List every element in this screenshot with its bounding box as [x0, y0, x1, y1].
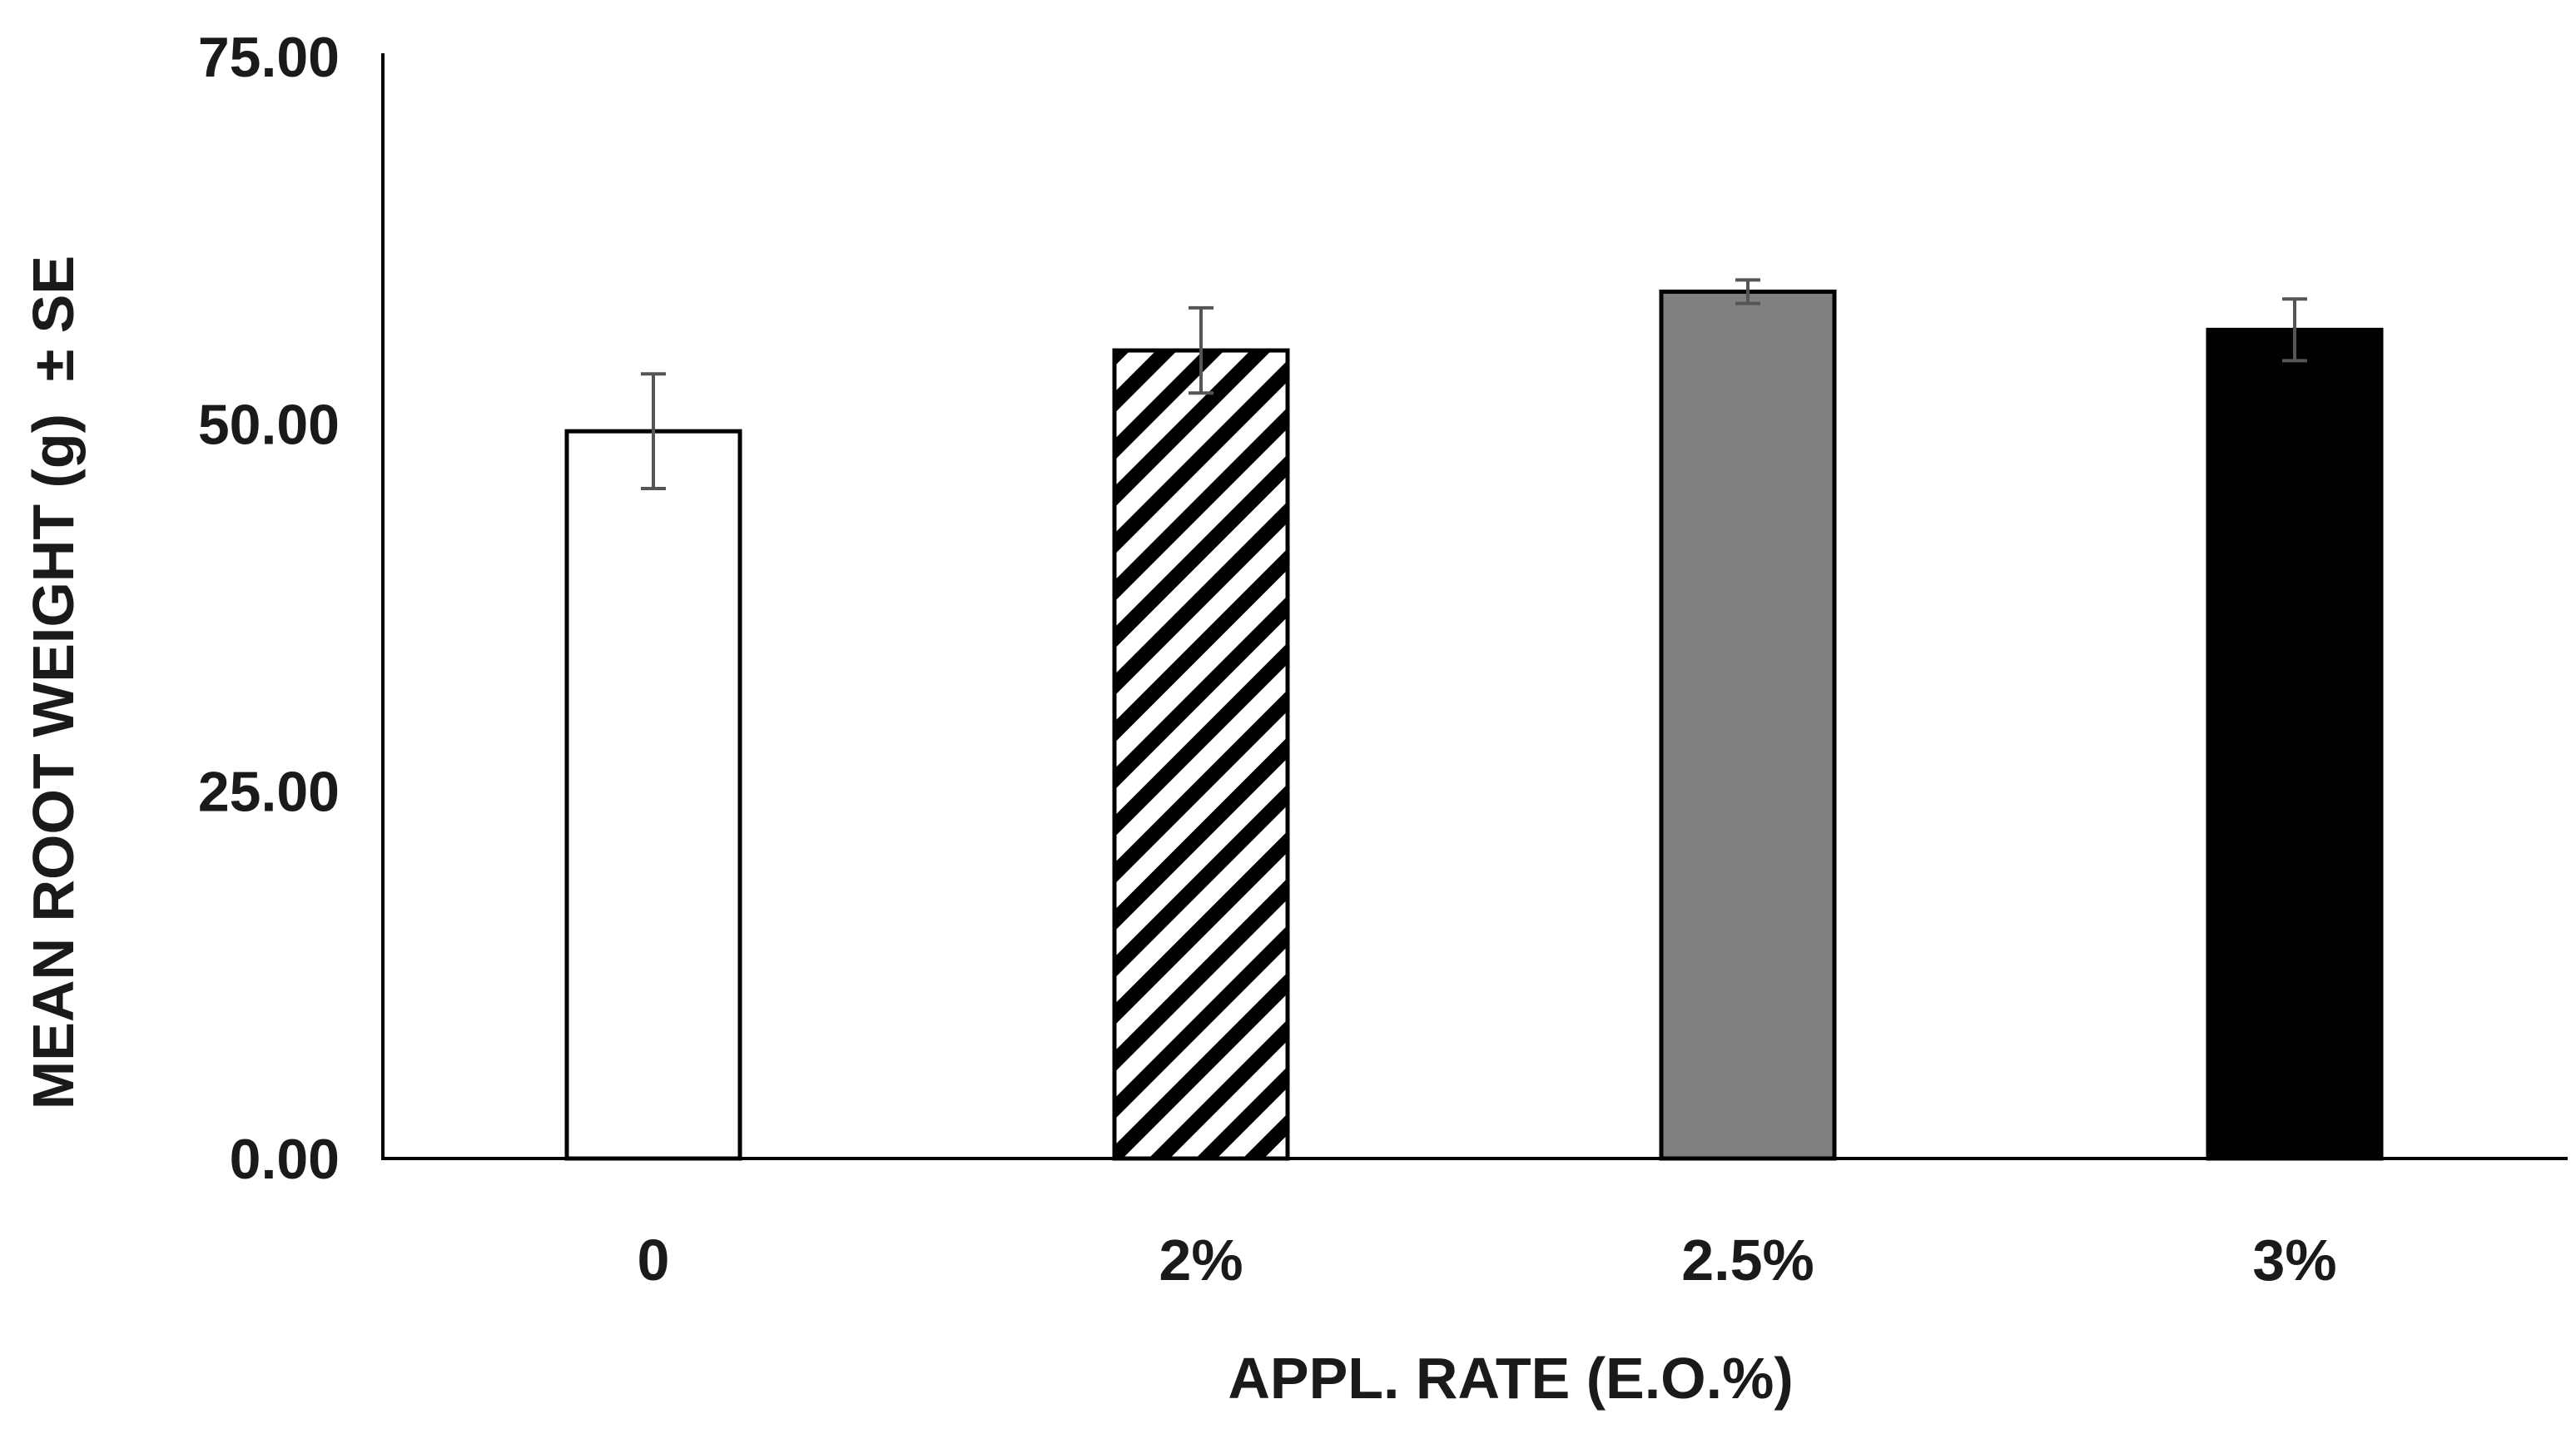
x-tick-label: 2%: [1159, 1228, 1243, 1293]
bar-2.5%: [1659, 289, 1837, 1161]
error-bar-3%: [2282, 297, 2307, 363]
bar-3%: [2206, 327, 2384, 1161]
y-tick-label: 25.00: [198, 761, 340, 824]
bar-0: [564, 429, 742, 1161]
y-axis-title: MEAN ROOT WEIGHT (g) ± SE: [21, 256, 86, 1109]
error-bar-0: [641, 372, 666, 491]
bar-2%: [1112, 348, 1290, 1161]
y-tick-label: 0.00: [230, 1128, 340, 1191]
error-bar-2.5%: [1735, 278, 1760, 305]
x-tick-label: 3%: [2252, 1228, 2336, 1293]
y-tick-label: 75.00: [198, 26, 340, 89]
error-bar-2%: [1189, 305, 1214, 395]
x-tick-label: 0: [638, 1228, 670, 1293]
x-axis-title: APPL. RATE (E.O.%): [1228, 1346, 1793, 1411]
y-tick-label: 50.00: [198, 393, 340, 456]
x-tick-label: 2.5%: [1681, 1228, 1814, 1293]
